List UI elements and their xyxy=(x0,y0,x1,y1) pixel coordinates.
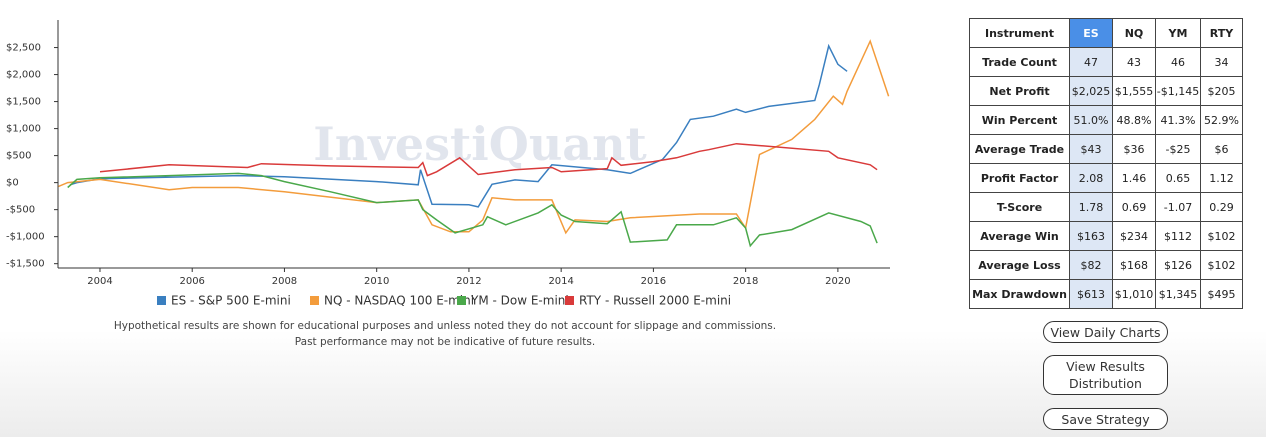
table-cell: Net Profit xyxy=(969,76,1070,106)
table-cell: 1.12 xyxy=(1200,163,1243,193)
series-line xyxy=(67,172,878,248)
disclaimer: Past performance may not be indicative o… xyxy=(295,336,595,348)
table-row: Average Trade $43 $36 -$25 $6 xyxy=(969,134,1243,164)
table-row: Net Profit $2,025 $1,555 -$1,145 $205 xyxy=(969,76,1243,106)
table-row: Average Loss $82 $168 $126 $102 xyxy=(969,250,1243,280)
table-cell: $1,010 xyxy=(1112,279,1156,309)
table-cell: T-Score xyxy=(969,192,1070,222)
table-header: Instrument ES NQ YM RTY xyxy=(969,18,1243,48)
button[interactable]: View Daily Charts xyxy=(1043,321,1168,343)
table-row: Profit Factor 2.08 1.46 0.65 1.12 xyxy=(969,163,1243,193)
results-table: Instrument ES NQ YM RTY Trade Count 47 43 46 34 Ne… xyxy=(969,18,1243,309)
table-cell: Profit Factor xyxy=(969,163,1070,193)
table-cell: $613 xyxy=(1069,279,1113,309)
y-tick-label: -$1,500 xyxy=(6,259,45,270)
table-cell: 52.9% xyxy=(1200,105,1243,135)
table-cell: Average Win xyxy=(969,221,1070,251)
x-tick-label: 2010 xyxy=(364,276,389,287)
table-row: Max Drawdown $613 $1,010 $1,345 $495 xyxy=(969,279,1243,309)
y-tick-label: $0 xyxy=(6,178,19,189)
table-cell: YM xyxy=(1155,18,1201,48)
table-cell: $205 xyxy=(1200,76,1243,106)
table-cell: $36 xyxy=(1112,134,1156,164)
chart: InvestiQuant -$1,500 -$1,000 -$500 $0 $500 $1… xyxy=(6,20,890,348)
table-cell: $126 xyxy=(1155,250,1201,280)
table-cell: $102 xyxy=(1200,250,1243,280)
legend-label: ES - S&P 500 E-mini xyxy=(171,294,291,308)
x-tick-label: 2018 xyxy=(733,276,758,287)
legend-swatch xyxy=(565,296,574,305)
table-cell: 0.65 xyxy=(1155,163,1201,193)
table-cell: 46 xyxy=(1155,47,1201,77)
series-line xyxy=(99,142,878,177)
table-cell: RTY xyxy=(1200,18,1243,48)
table-cell: 0.29 xyxy=(1200,192,1243,222)
legend-label: RTY - Russell 2000 E-mini xyxy=(579,294,731,308)
table-cell: 41.3% xyxy=(1155,105,1201,135)
table-cell: Average Trade xyxy=(969,134,1070,164)
y-tick-label: -$500 xyxy=(6,205,35,216)
disclaimer: Hypothetical results are shown for educa… xyxy=(114,320,776,332)
y-tick-label: $500 xyxy=(6,151,31,162)
table-cell: 47 xyxy=(1069,47,1113,77)
table-row: T-Score 1.78 0.69 -1.07 0.29 xyxy=(969,192,1243,222)
y-tick-label: $2,500 xyxy=(6,43,41,54)
legend-swatch xyxy=(157,296,166,305)
table-cell: $112 xyxy=(1155,221,1201,251)
y-tick-label: $1,000 xyxy=(6,124,41,135)
table-cell: Win Percent xyxy=(969,105,1070,135)
legend-swatch xyxy=(310,296,319,305)
table-cell: $6 xyxy=(1200,134,1243,164)
series-line xyxy=(69,43,848,208)
x-tick-label: 2020 xyxy=(825,276,850,287)
table-cell: $82 xyxy=(1069,250,1113,280)
table-cell: NQ xyxy=(1112,18,1156,48)
x-tick-label: 2012 xyxy=(456,276,481,287)
x-tick-label: 2014 xyxy=(548,276,573,287)
table-cell: -$1,145 xyxy=(1155,76,1201,106)
y-tick-label: -$1,000 xyxy=(6,232,45,243)
table-cell: $168 xyxy=(1112,250,1156,280)
y-tick-label: $2,000 xyxy=(6,70,41,81)
button[interactable]: Save Strategy xyxy=(1043,408,1168,430)
series-line xyxy=(58,39,890,235)
table-cell: $163 xyxy=(1069,221,1113,251)
watermark: InvestiQuant xyxy=(313,117,647,171)
table-row: Average Win $163 $234 $112 $102 xyxy=(969,221,1243,251)
table-cell: Instrument xyxy=(969,18,1070,48)
table-cell: Trade Count xyxy=(969,47,1070,77)
x-tick-label: 2008 xyxy=(272,276,297,287)
table-cell: 0.69 xyxy=(1112,192,1156,222)
table-cell: 2.08 xyxy=(1069,163,1113,193)
table-cell: 1.46 xyxy=(1112,163,1156,193)
table-cell: $1,345 xyxy=(1155,279,1201,309)
button[interactable]: View Results Distribution xyxy=(1043,355,1168,395)
table-cell: $234 xyxy=(1112,221,1156,251)
x-tick-label: 2004 xyxy=(87,276,112,287)
table-cell: Max Drawdown xyxy=(969,279,1070,309)
x-tick-label: 2016 xyxy=(641,276,666,287)
table-cell: $1,555 xyxy=(1112,76,1156,106)
y-tick-label: $1,500 xyxy=(6,97,41,108)
table-row: Win Percent 51.0% 48.8% 41.3% 52.9% xyxy=(969,105,1243,135)
x-tick-label: 2006 xyxy=(179,276,204,287)
table-cell: 34 xyxy=(1200,47,1243,77)
table-cell: $43 xyxy=(1069,134,1113,164)
table-cell: $102 xyxy=(1200,221,1243,251)
table-cell: 43 xyxy=(1112,47,1156,77)
legend-label: YM - Dow E-mini xyxy=(470,294,569,308)
table-cell: 51.0% xyxy=(1069,105,1113,135)
legend-swatch xyxy=(457,296,466,305)
table-cell: Average Loss xyxy=(969,250,1070,280)
table-cell: $495 xyxy=(1200,279,1243,309)
table-cell: $2,025 xyxy=(1069,76,1113,106)
legend-label: NQ - NASDAQ 100 E-mini xyxy=(324,294,474,308)
table-cell: ES xyxy=(1069,18,1113,48)
table-cell: -1.07 xyxy=(1155,192,1201,222)
table-cell: -$25 xyxy=(1155,134,1201,164)
table-row: Trade Count 47 43 46 34 xyxy=(969,47,1243,77)
table-cell: 1.78 xyxy=(1069,192,1113,222)
table-cell: 48.8% xyxy=(1112,105,1156,135)
